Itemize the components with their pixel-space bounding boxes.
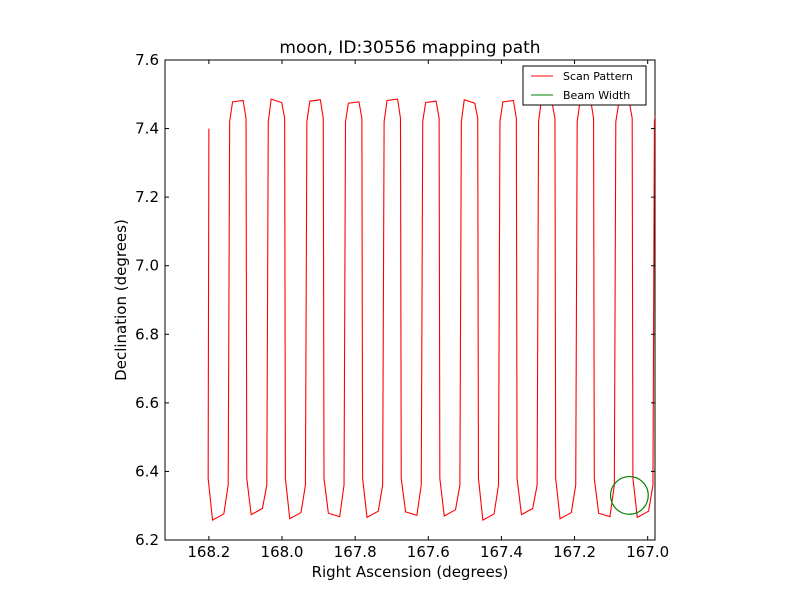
y-tick-label: 7.0 bbox=[135, 257, 159, 275]
x-tick-label: 167.8 bbox=[334, 543, 377, 561]
x-axis-label: Right Ascension (degrees) bbox=[312, 563, 509, 581]
x-tick-label: 167.0 bbox=[626, 543, 669, 561]
legend: Scan Pattern Beam Width bbox=[522, 65, 647, 106]
plot-area bbox=[164, 59, 656, 541]
y-tick-label: 6.4 bbox=[135, 462, 159, 480]
y-tick-label: 7.4 bbox=[135, 120, 159, 138]
y-tick-label: 6.8 bbox=[135, 325, 159, 343]
y-tick-label: 7.6 bbox=[135, 51, 159, 69]
legend-label-scan-pattern: Scan Pattern bbox=[563, 70, 633, 83]
x-tick-label: 167.4 bbox=[480, 543, 523, 561]
chart-title: moon, ID:30556 mapping path bbox=[279, 38, 540, 58]
legend-label-beam-width: Beam Width bbox=[563, 89, 630, 102]
x-tick-label: 168.0 bbox=[261, 543, 304, 561]
tick-layer: 168.2 168.0 167.8 167.6 167.4 167.2 167.0 6.2 6.… bbox=[135, 51, 669, 561]
x-tick-label: 167.6 bbox=[407, 543, 450, 561]
y-axis-label: Declination (degrees) bbox=[112, 219, 130, 381]
y-tick-label: 7.2 bbox=[135, 188, 159, 206]
x-tick-label: 168.2 bbox=[187, 543, 230, 561]
beam-width-circle bbox=[609, 475, 649, 515]
x-tick-label: 167.2 bbox=[553, 543, 596, 561]
y-tick-label: 6.6 bbox=[135, 394, 159, 412]
legend-box bbox=[522, 65, 647, 106]
y-tick-label: 6.2 bbox=[135, 531, 159, 549]
